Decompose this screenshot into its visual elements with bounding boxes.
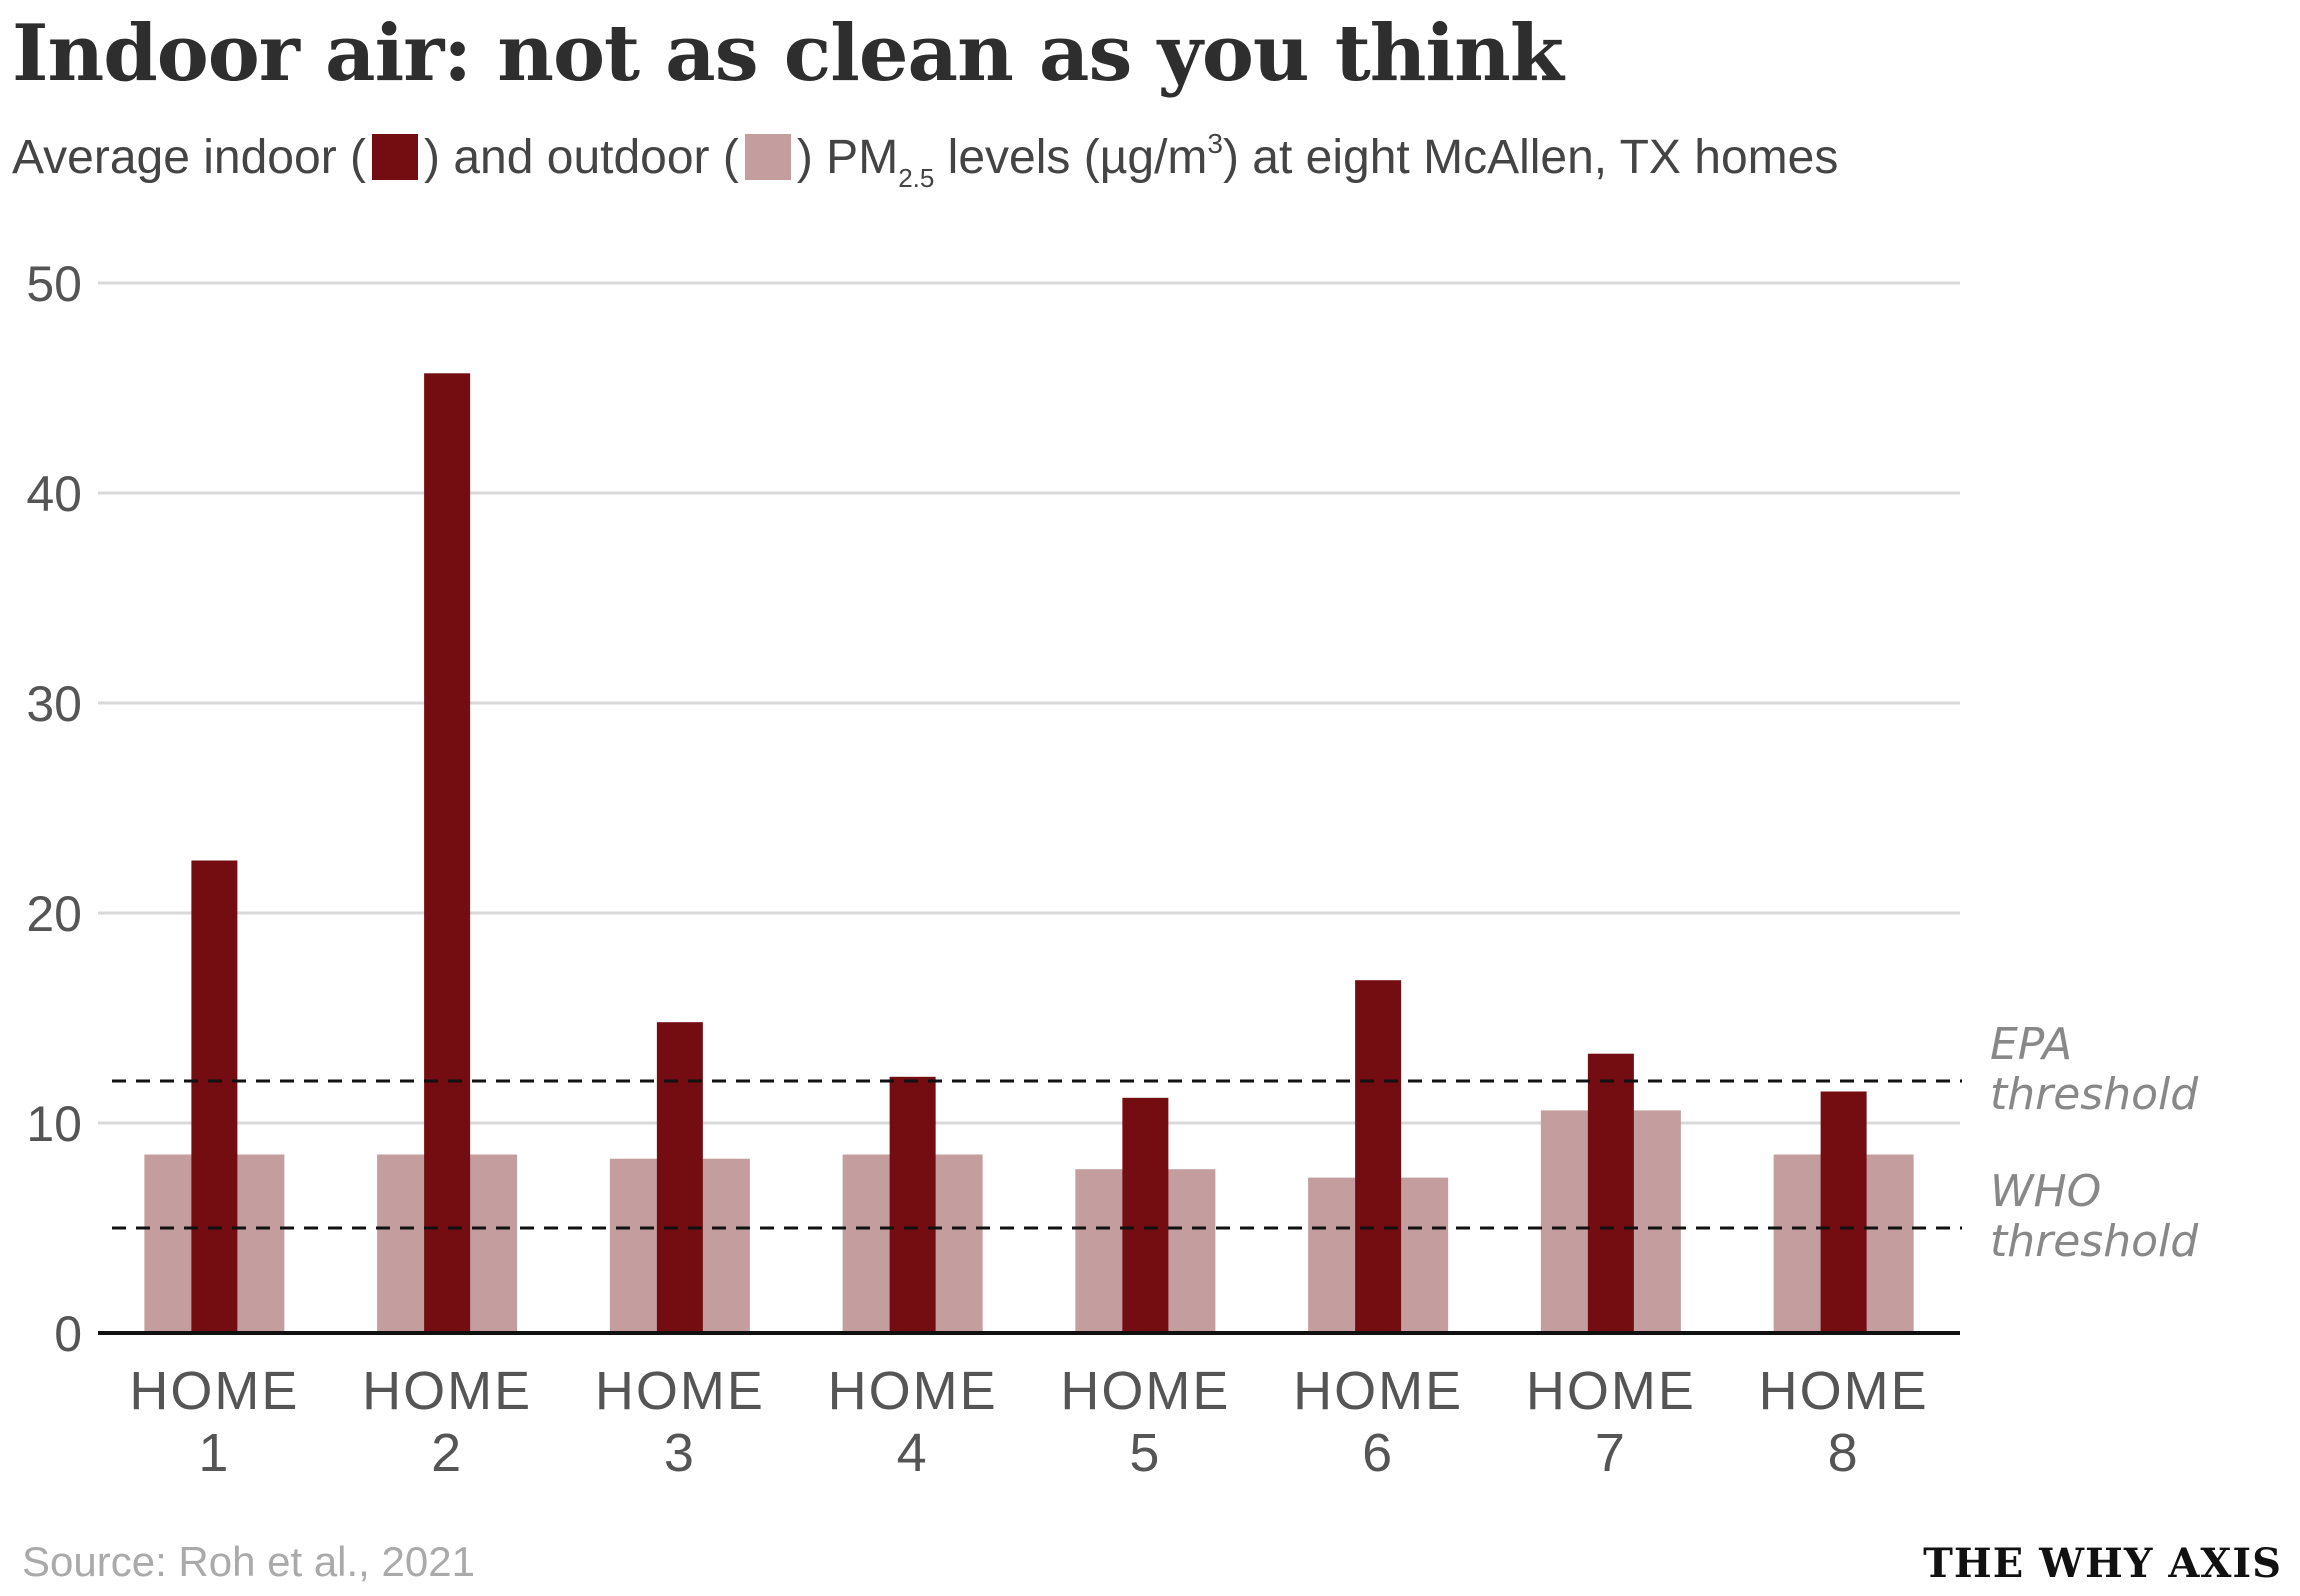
x-tick-label: 1 [198,1423,230,1483]
subtitle-superscript: 3 [1207,128,1223,159]
x-tick-label: 2 [431,1423,463,1483]
x-tick-label: 4 [897,1423,929,1483]
x-tick-label: HOME [1060,1361,1230,1421]
indoor-bar [1820,1091,1867,1333]
threshold-label: threshold [1990,1216,2199,1267]
x-tick-label: HOME [1293,1361,1463,1421]
brand-logo: THE WHY AXIS [1923,1540,2282,1587]
subtitle-text-3: ) PM [796,131,899,184]
x-tick-label: 7 [1595,1423,1627,1483]
x-tick-label: 3 [664,1423,696,1483]
threshold-label: EPA [1990,1019,2072,1070]
chart-title: Indoor air: not as clean as you think [12,8,1564,99]
indoor-bar [424,373,471,1333]
subtitle-text-2: ) and outdoor ( [424,131,739,184]
indoor-bar [889,1076,936,1333]
indoor-legend-swatch [372,134,418,180]
y-tick-label: 30 [26,676,82,732]
threshold-label: WHO [1990,1166,2101,1217]
y-tick-label: 10 [26,1096,82,1152]
indoor-bar [1122,1097,1169,1333]
threshold-label: threshold [1990,1069,2199,1120]
x-tick-label: 6 [1362,1423,1394,1483]
y-tick-label: 40 [26,466,82,522]
indoor-bar [1587,1053,1634,1333]
x-tick-label: 8 [1828,1423,1860,1483]
indoor-bar [656,1022,703,1333]
indoor-bar [191,860,238,1333]
subtitle-text-5: ) at eight McAllen, TX homes [1222,131,1839,184]
x-tick-label: HOME [595,1361,765,1421]
x-tick-label: HOME [1759,1361,1929,1421]
outdoor-legend-swatch [744,134,791,180]
chart-subtitle: Average indoor ( ) and outdoor ( ) PM2.5 l… [12,128,1838,194]
x-tick-label: HOME [362,1361,532,1421]
source-note: Source: Roh et al., 2021 [22,1538,475,1585]
subtitle-text-1: Average indoor ( [12,131,366,184]
x-tick-label: HOME [129,1361,299,1421]
x-tick-label: 5 [1129,1423,1161,1483]
indoor-bar [1355,980,1402,1333]
x-tick-label: HOME [828,1361,998,1421]
y-tick-label: 50 [26,256,82,312]
subtitle-subscript: 2.5 [898,163,935,193]
y-tick-label: 0 [54,1306,82,1362]
x-tick-label: HOME [1526,1361,1696,1421]
y-tick-label: 20 [26,886,82,942]
subtitle-text-4: levels (µg/m [934,131,1208,184]
